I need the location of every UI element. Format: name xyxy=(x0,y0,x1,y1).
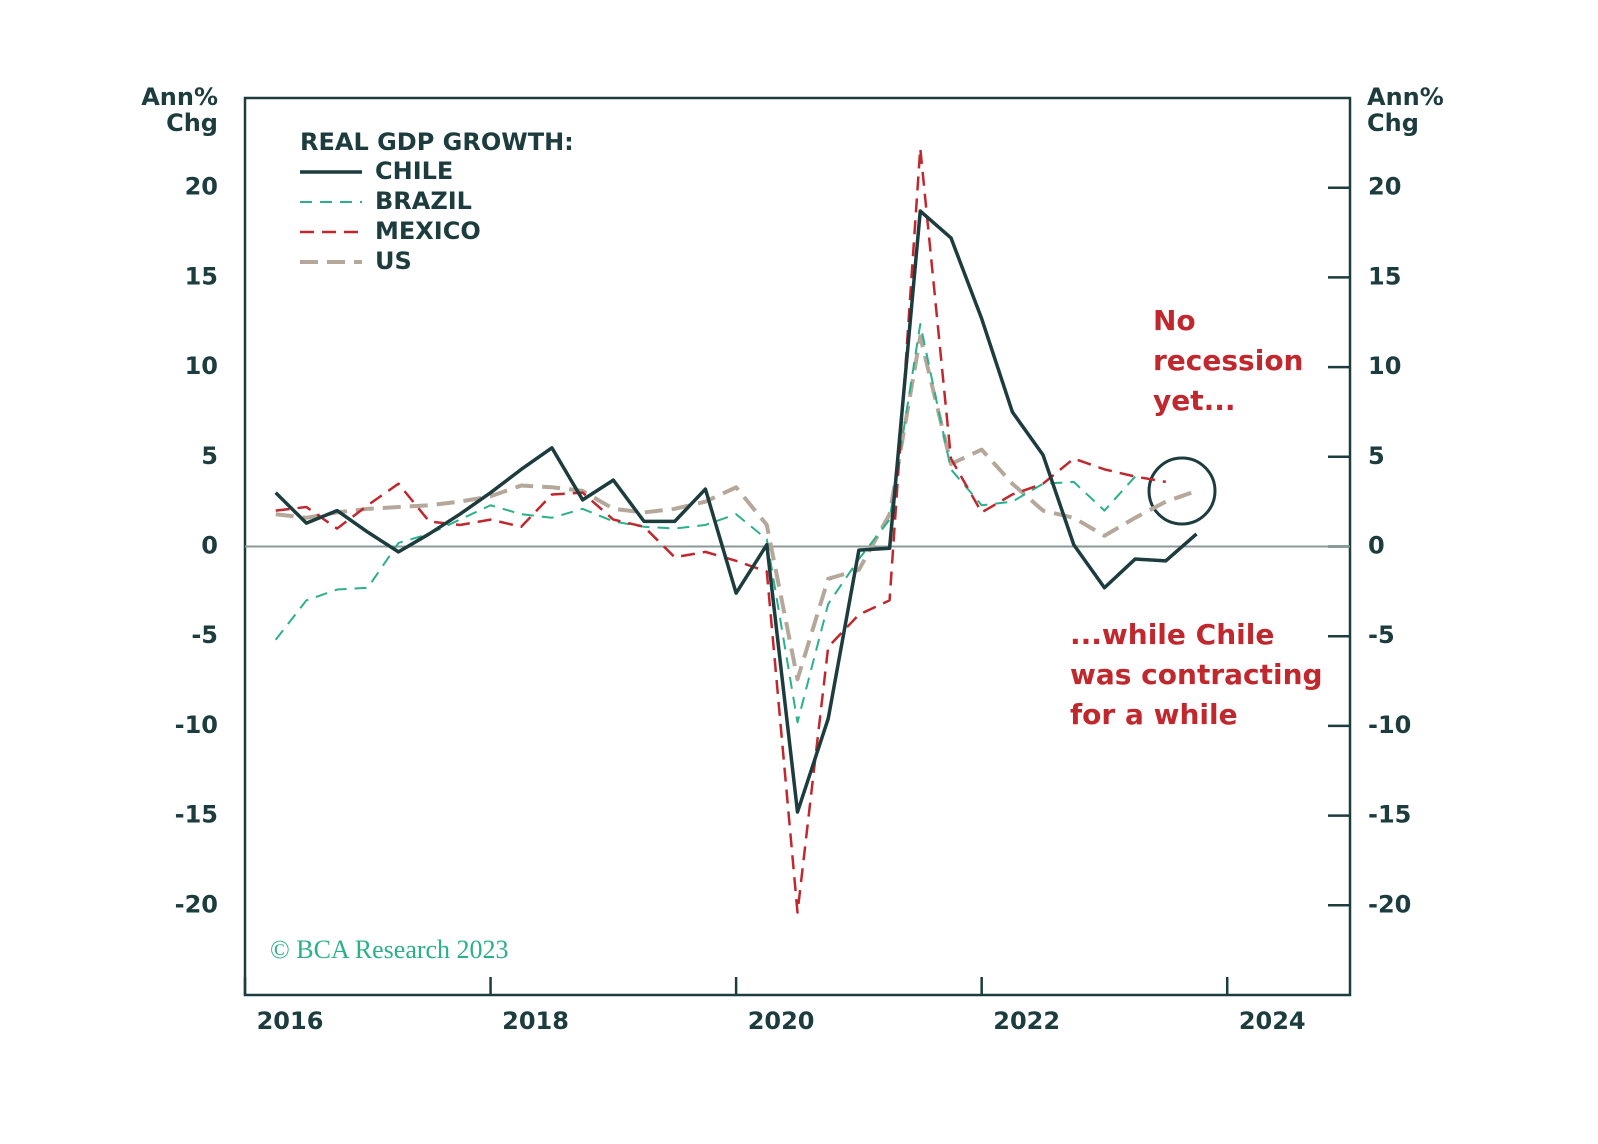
legend-label: US xyxy=(375,247,412,275)
annotation: yet... xyxy=(1153,384,1236,417)
y2-tick-label: 15 xyxy=(1368,262,1401,290)
y2-axis-label: Ann% xyxy=(1367,83,1444,111)
y2-tick-label: -20 xyxy=(1368,890,1411,918)
annotation: No xyxy=(1153,304,1196,337)
y2-tick-label: 0 xyxy=(1368,532,1385,560)
annotation: ...while Chile xyxy=(1070,618,1274,651)
y2-tick-label: -10 xyxy=(1368,711,1411,739)
legend-label: MEXICO xyxy=(375,217,481,245)
annotation: recession xyxy=(1153,344,1304,377)
source: © BCA Research 2023 xyxy=(270,935,509,964)
y-tick-label: -10 xyxy=(175,711,218,739)
legend-label: CHILE xyxy=(375,157,453,185)
y2-tick-label: 20 xyxy=(1368,173,1401,201)
y2-tick-label: 5 xyxy=(1368,442,1385,470)
x-tick-label: 2016 xyxy=(257,1007,324,1035)
legend-title: REAL GDP GROWTH: xyxy=(300,128,574,156)
y-tick-label: 10 xyxy=(185,352,218,380)
y-axis-label: Chg xyxy=(166,109,218,137)
y-axis-label: Ann% xyxy=(141,83,218,111)
y2-axis-label: Chg xyxy=(1367,109,1419,137)
x-tick-label: 2020 xyxy=(748,1007,815,1035)
y2-tick-label: -15 xyxy=(1368,801,1411,829)
series-line xyxy=(275,146,1167,914)
x-tick-label: 2018 xyxy=(502,1007,569,1035)
y2-tick-label: -5 xyxy=(1368,621,1395,649)
y2-tick-label: 10 xyxy=(1368,352,1401,380)
series-line xyxy=(274,323,1136,724)
x-tick-label: 2022 xyxy=(993,1007,1060,1035)
x-tick-label: 2024 xyxy=(1239,1007,1306,1035)
y-tick-label: -20 xyxy=(175,890,218,918)
annotation: for a while xyxy=(1070,698,1238,731)
y-tick-label: 15 xyxy=(185,262,218,290)
legend-label: BRAZIL xyxy=(375,187,472,215)
highlight-circle xyxy=(1147,456,1217,526)
y-tick-label: -15 xyxy=(175,801,218,829)
y-tick-label: 5 xyxy=(201,442,218,470)
y-tick-label: 20 xyxy=(185,173,218,201)
series-line xyxy=(274,209,1198,814)
y-tick-label: -5 xyxy=(191,621,218,649)
annotation: was contracting xyxy=(1070,658,1323,691)
y-tick-label: 0 xyxy=(201,532,218,560)
series-line xyxy=(275,334,1198,682)
